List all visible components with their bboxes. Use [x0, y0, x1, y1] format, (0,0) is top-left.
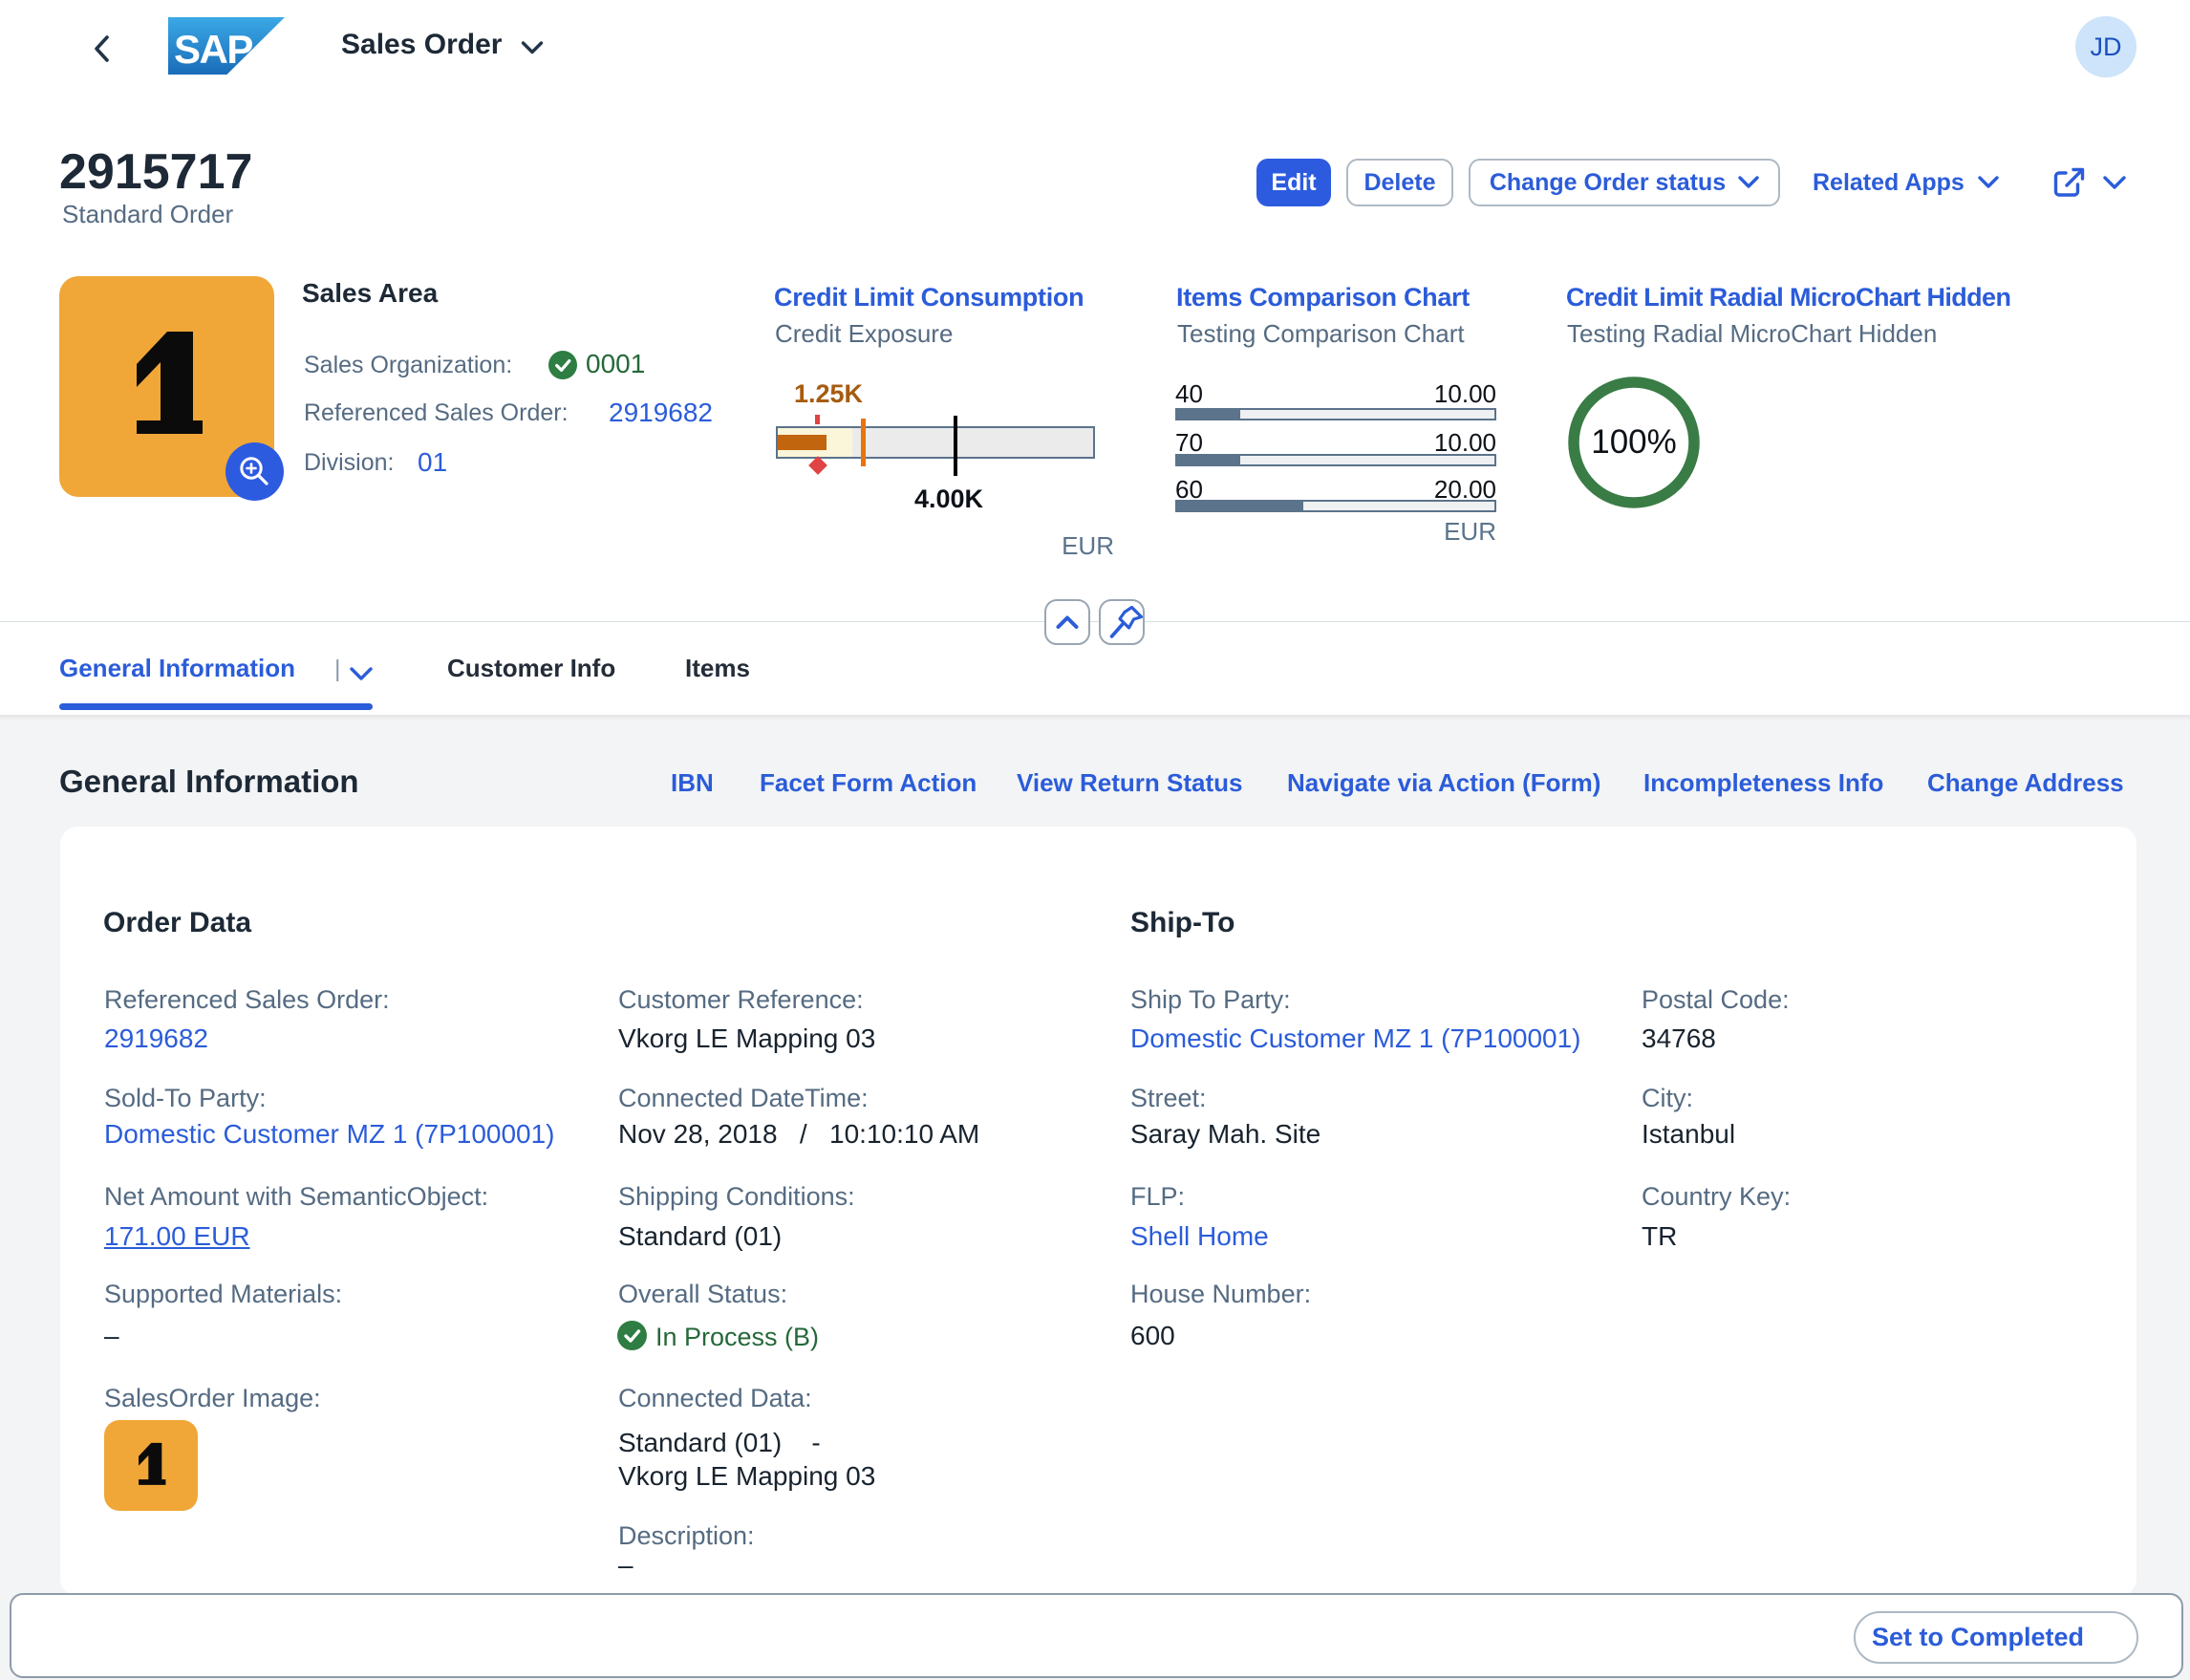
svg-text:SAP: SAP: [174, 27, 252, 72]
